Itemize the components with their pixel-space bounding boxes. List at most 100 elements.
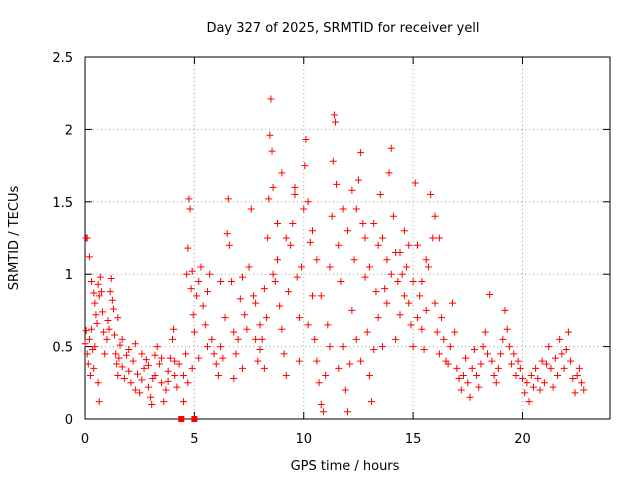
data-point <box>230 328 238 336</box>
data-point <box>140 364 148 372</box>
data-point <box>170 325 178 333</box>
x-tick-label: 0 <box>81 432 89 447</box>
data-point <box>144 383 152 391</box>
data-point <box>304 321 312 329</box>
y-tick-label: 0.5 <box>52 341 73 356</box>
data-point <box>193 292 201 300</box>
data-point <box>335 364 343 372</box>
data-point <box>365 372 373 380</box>
data-point <box>232 350 240 358</box>
data-point <box>344 408 351 416</box>
data-point <box>239 364 246 372</box>
data-point <box>274 220 281 228</box>
data-point <box>224 195 232 203</box>
data-point <box>317 292 325 300</box>
data-point <box>468 364 476 372</box>
data-point <box>446 343 454 351</box>
data-point <box>219 354 227 362</box>
data-point <box>490 372 498 380</box>
data-point <box>523 379 531 387</box>
data-point <box>114 372 122 380</box>
data-point <box>359 220 367 228</box>
data-point <box>166 354 174 362</box>
data-point <box>578 379 586 387</box>
data-point <box>477 360 485 368</box>
data-point <box>155 360 163 368</box>
data-point <box>317 401 325 409</box>
data-point <box>348 306 356 314</box>
data-point <box>254 357 262 365</box>
data-point <box>567 357 575 365</box>
data-point <box>106 288 114 296</box>
grid <box>85 57 610 419</box>
data-point <box>335 241 343 249</box>
data-point <box>171 357 179 365</box>
data-point <box>195 354 203 362</box>
data-point <box>118 363 126 371</box>
data-point <box>179 398 187 406</box>
data-point <box>252 299 260 307</box>
data-point <box>516 364 524 372</box>
data-point <box>263 314 271 322</box>
data-point <box>339 343 347 351</box>
data-point <box>93 319 101 327</box>
data-point <box>424 263 432 271</box>
x-tick-label: 20 <box>514 432 531 447</box>
data-point <box>571 389 579 397</box>
data-point <box>84 360 92 368</box>
data-point <box>82 327 90 335</box>
data-point <box>407 321 415 329</box>
data-point <box>91 299 99 307</box>
data-point <box>331 118 339 126</box>
data-point <box>256 345 264 353</box>
data-point <box>315 379 323 387</box>
data-point <box>151 351 159 359</box>
data-point <box>381 285 389 293</box>
y-tick-label: 0 <box>65 413 73 428</box>
data-point <box>455 374 463 382</box>
data-point <box>153 343 161 351</box>
data-point <box>183 270 191 278</box>
x-tick-label: 10 <box>295 432 312 447</box>
data-point <box>357 357 365 365</box>
data-point <box>326 263 334 271</box>
data-point <box>392 335 400 343</box>
data-point <box>185 195 193 203</box>
data-point <box>538 357 546 365</box>
data-point <box>540 379 548 387</box>
data-point <box>164 377 172 385</box>
data-point <box>189 311 197 319</box>
data-point <box>184 379 192 387</box>
data-point <box>129 357 137 365</box>
y-tick-label: 2.5 <box>52 51 73 66</box>
data-point <box>396 248 404 256</box>
data-point <box>372 288 380 296</box>
data-point <box>556 335 564 343</box>
data-point <box>90 364 98 372</box>
data-point <box>431 299 439 307</box>
data-point <box>503 325 511 333</box>
y-axis-title: SRMTID / TECUs <box>7 186 22 291</box>
data-point <box>357 149 365 157</box>
data-point <box>109 305 117 313</box>
data-point <box>326 343 334 351</box>
data-point <box>239 273 246 281</box>
data-point <box>385 169 393 177</box>
data-point <box>90 289 98 297</box>
data-point <box>352 335 360 343</box>
data-point <box>462 354 470 362</box>
data-point <box>131 386 139 394</box>
data-point <box>92 311 100 319</box>
data-point <box>545 343 553 351</box>
data-point <box>81 340 89 348</box>
data-point <box>414 314 421 322</box>
data-point <box>464 379 472 387</box>
data-point <box>234 335 242 343</box>
y-tick-label: 1.5 <box>52 196 73 211</box>
data-point <box>361 234 369 242</box>
data-point <box>131 340 139 348</box>
data-point <box>291 191 299 199</box>
data-point <box>182 350 190 358</box>
data-point <box>309 227 316 235</box>
data-point <box>147 393 155 401</box>
